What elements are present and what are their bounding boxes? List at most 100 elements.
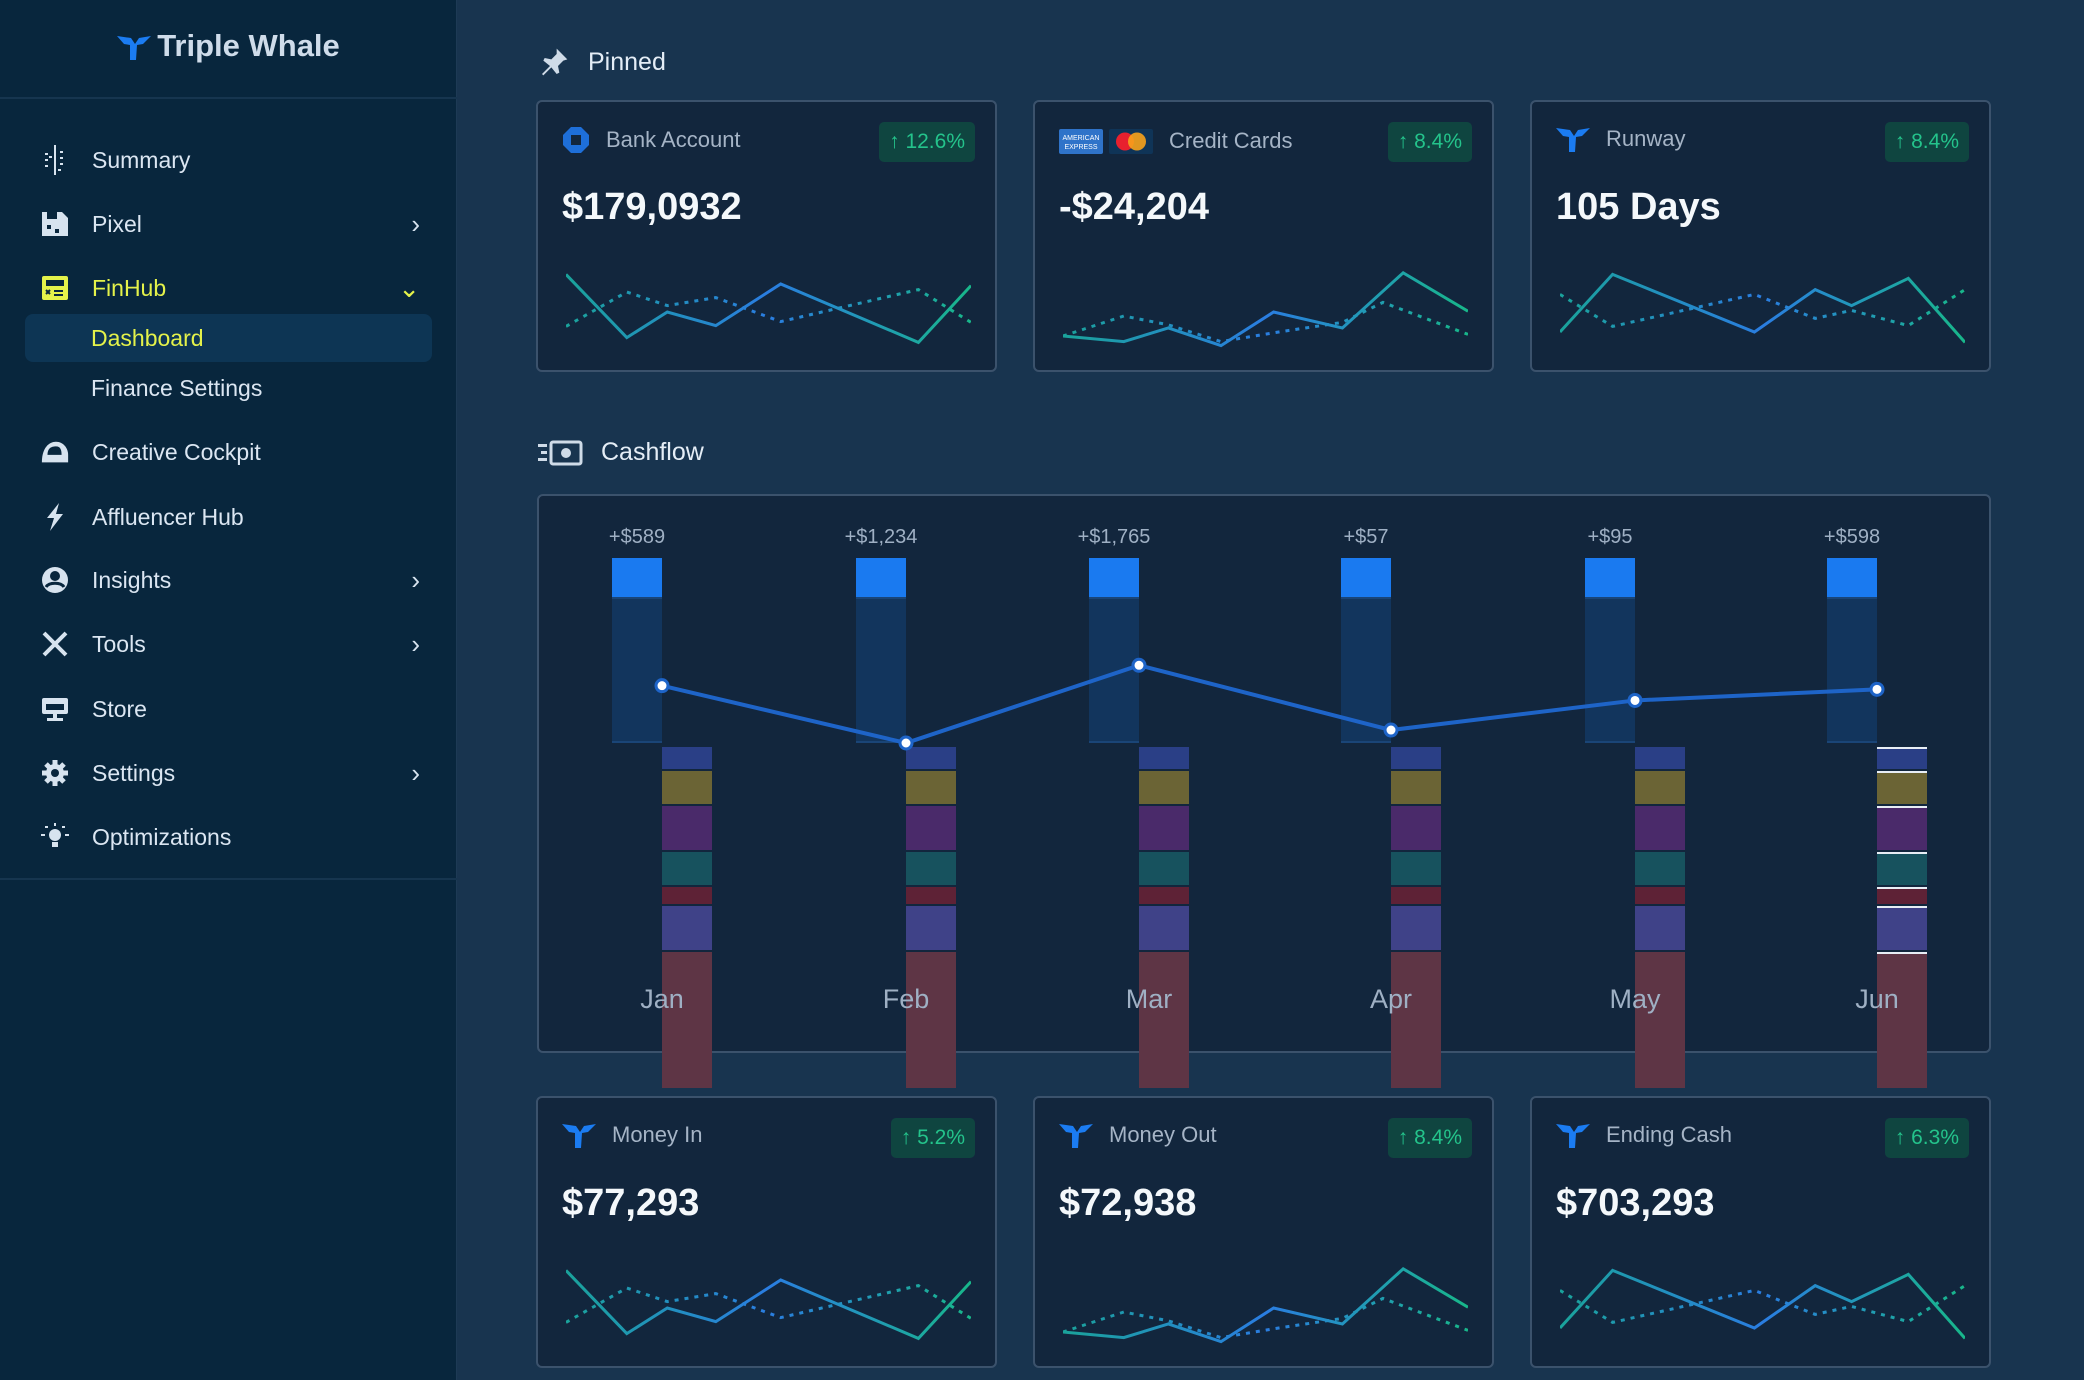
- negative-segment[interactable]: [662, 806, 712, 851]
- brand-name: Triple Whale: [157, 28, 340, 63]
- negative-segment[interactable]: [1635, 747, 1685, 770]
- sparkline-current: [566, 273, 971, 345]
- negative-segment[interactable]: [662, 887, 712, 905]
- negative-segment[interactable]: [1139, 852, 1189, 886]
- negative-segment[interactable]: [1635, 852, 1685, 886]
- negative-segment[interactable]: [1877, 771, 1927, 805]
- negative-segment[interactable]: [1391, 887, 1441, 905]
- metric-card-runway[interactable]: Runway ↑ 8.4% 105 Days: [1530, 100, 1991, 372]
- sidebar-item-summary[interactable]: Summary: [40, 135, 420, 185]
- metric-card-ending-cash[interactable]: Ending Cash ↑ 6.3% $703,293: [1530, 1096, 1991, 1368]
- negative-segment[interactable]: [906, 906, 956, 951]
- positive-bar[interactable]: [856, 558, 906, 597]
- sidebar-item-label: Tools: [92, 630, 146, 657]
- negative-segment[interactable]: [906, 852, 956, 886]
- negative-segment[interactable]: [1139, 887, 1189, 905]
- negative-segment[interactable]: [1391, 852, 1441, 886]
- positive-bar[interactable]: [1341, 558, 1391, 597]
- chevron-right-icon[interactable]: ›: [411, 628, 420, 659]
- sidebar-item-tools[interactable]: Tools ›: [40, 619, 420, 669]
- negative-segment[interactable]: [1635, 771, 1685, 805]
- sparkline-previous: [1560, 1284, 1965, 1324]
- negative-segment[interactable]: [1635, 806, 1685, 851]
- month-label: Jun: [1855, 984, 1899, 1014]
- positive-bar-body: [1585, 597, 1635, 743]
- negative-segment[interactable]: [1391, 747, 1441, 770]
- negative-segment[interactable]: [906, 771, 956, 805]
- cashflow-chart: +$589-$75Jan+$1,234-$49Feb+$1,765-$75Mar…: [537, 494, 1991, 1124]
- negative-segment[interactable]: [906, 887, 956, 905]
- net-point: [898, 735, 914, 751]
- negative-segment[interactable]: [1877, 806, 1927, 851]
- sidebar-item-label: Affluencer Hub: [92, 503, 244, 530]
- sidebar-subitem-finance-settings[interactable]: Finance Settings: [25, 364, 432, 412]
- positive-bar[interactable]: [612, 558, 662, 597]
- net-line: [661, 663, 1878, 746]
- negative-segment[interactable]: [1391, 806, 1441, 851]
- sidebar-item-store[interactable]: Store: [40, 684, 420, 734]
- negative-segment[interactable]: [1635, 887, 1685, 905]
- negative-segment[interactable]: [662, 906, 712, 951]
- negative-segment[interactable]: [1635, 952, 1685, 1088]
- metric-card-money-out[interactable]: Money Out ↑ 8.4% $72,938: [1033, 1096, 1494, 1368]
- chevron-right-icon[interactable]: ›: [411, 757, 420, 788]
- metric-card-money-in[interactable]: Money In ↑ 5.2% $77,293: [536, 1096, 997, 1368]
- sidebar-item-optimizations[interactable]: Optimizations: [40, 812, 420, 862]
- divider: [0, 97, 457, 99]
- positive-bar[interactable]: [1827, 558, 1877, 597]
- negative-segment[interactable]: [906, 806, 956, 851]
- arrow-up-icon: ↑: [900, 1126, 918, 1149]
- negative-segment[interactable]: [1391, 906, 1441, 951]
- sidebar: Triple Whale Summary Pixel › FinHub ⌄ Creativ…: [0, 0, 457, 1380]
- sidebar-item-finhub[interactable]: FinHub ⌄: [40, 263, 420, 313]
- sparkline: [566, 1269, 971, 1341]
- net-point: [654, 678, 670, 694]
- sidebar-item-affluencer-hub[interactable]: Affluencer Hub: [40, 492, 420, 542]
- month-label: Mar: [1125, 984, 1173, 1014]
- brand-logo[interactable]: Triple Whale: [0, 28, 457, 64]
- negative-segment[interactable]: [662, 747, 712, 770]
- triple-whale-icon: [1556, 1122, 1590, 1148]
- pinned-title: Pinned: [588, 47, 666, 76]
- sidebar-item-insights[interactable]: Insights ›: [40, 555, 420, 605]
- negative-segment[interactable]: [906, 952, 956, 1088]
- sidebar-subitem-dashboard[interactable]: Dashboard: [25, 314, 432, 362]
- sidebar-item-pixel[interactable]: Pixel ›: [40, 199, 420, 249]
- negative-segment[interactable]: [1139, 906, 1189, 951]
- chevron-right-icon[interactable]: ›: [411, 564, 420, 595]
- negative-segment[interactable]: [906, 747, 956, 770]
- negative-segment[interactable]: [1391, 952, 1441, 1088]
- triple-whale-icon: [1556, 126, 1590, 152]
- negative-segment[interactable]: [1139, 952, 1189, 1088]
- negative-segment[interactable]: [1877, 906, 1927, 951]
- positive-bar[interactable]: [1585, 558, 1635, 597]
- negative-segment[interactable]: [1877, 852, 1927, 886]
- negative-segment[interactable]: [662, 852, 712, 886]
- negative-segment[interactable]: [662, 771, 712, 805]
- negative-segment[interactable]: [1877, 887, 1927, 905]
- positive-bar[interactable]: [1089, 558, 1139, 597]
- negative-segment[interactable]: [1139, 747, 1189, 770]
- positive-label: +$57: [1343, 526, 1389, 548]
- chevron-down-icon[interactable]: ⌄: [398, 272, 420, 303]
- sparkline: [1560, 272, 1965, 344]
- negative-segment[interactable]: [1139, 806, 1189, 851]
- chevron-right-icon[interactable]: ›: [411, 208, 420, 239]
- negative-segment[interactable]: [662, 952, 712, 1088]
- negative-segment[interactable]: [1877, 952, 1927, 1088]
- sidebar-item-settings[interactable]: Settings ›: [40, 748, 420, 798]
- negative-segment[interactable]: [1635, 906, 1685, 951]
- negative-segment[interactable]: [1139, 771, 1189, 805]
- negative-segment[interactable]: [1877, 747, 1927, 770]
- sidebar-item-label: Store: [92, 695, 147, 722]
- cashflow-header: Cashflow: [537, 438, 704, 467]
- metric-card-bank-account[interactable]: Bank Account ↑ 12.6% $179,0932: [536, 100, 997, 372]
- negative-segment[interactable]: [1391, 771, 1441, 805]
- cashflow-title: Cashflow: [601, 438, 704, 466]
- change-value: 8.4%: [1414, 130, 1462, 153]
- sidebar-item-creative-cockpit[interactable]: Creative Cockpit: [40, 427, 420, 477]
- amex-mastercard-icon: AMERICAN EXPRESS: [1059, 126, 1153, 156]
- sparkline: [1063, 270, 1468, 348]
- positive-label: +$95: [1587, 526, 1633, 548]
- metric-card-credit-cards[interactable]: AMERICAN EXPRESS Credit Cards ↑ 8.4% -$24,20…: [1033, 100, 1494, 372]
